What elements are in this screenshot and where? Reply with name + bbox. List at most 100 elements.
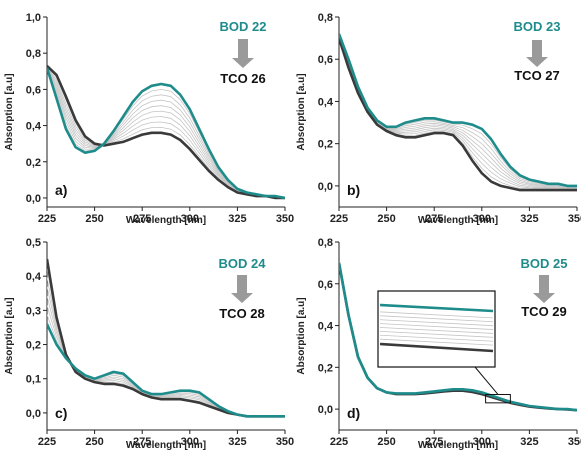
x-tick-label: 350 [276, 213, 294, 225]
y-tick-label: 1,0 [26, 12, 41, 24]
y-tick-label: 0,6 [318, 279, 333, 291]
y-tick-label: 0,2 [318, 362, 333, 374]
x-tick-label: 325 [228, 436, 246, 448]
y-tick-label: 0,3 [26, 305, 41, 317]
end-spectrum-line [339, 37, 577, 192]
y-tick-label: 0,2 [318, 139, 333, 151]
y-tick-label: 0,6 [318, 54, 333, 66]
x-axis-label: Wavelength [nm] [126, 440, 206, 451]
panel-a: 225 250 275 300 325 350 0,0 0,2 0,4 0,6 0,8 1,0 Wave… [4, 12, 294, 226]
x-tick-label: 325 [520, 213, 538, 225]
start-compound-label: BOD 23 [514, 19, 561, 34]
x-tick-label: 275 [425, 436, 443, 448]
start-spectrum-line [47, 67, 285, 200]
panel-b: 225 250 275 300 325 350 0,0 0,2 0,4 0,6 0,8 Wavelen… [296, 12, 581, 226]
y-tick-label: 0,5 [26, 237, 41, 249]
start-compound-label: BOD 24 [219, 256, 267, 271]
plot-area [47, 258, 285, 418]
x-tick-label: 250 [377, 436, 395, 448]
y-axis-label: Absorption [a.u] [4, 73, 15, 150]
y-axis-label: Absorption [a.u] [296, 73, 307, 150]
inset-intermediate-line [379, 319, 494, 327]
end-spectrum-line [47, 64, 285, 200]
panel-label: c) [55, 405, 67, 421]
x-tick-label: 325 [228, 213, 246, 225]
end-compound-label: TCO 29 [521, 304, 567, 319]
inset-intermediate-line [379, 315, 494, 323]
x-tick-label: 250 [377, 213, 395, 225]
x-tick-label: 250 [85, 436, 103, 448]
y-tick-label: 0,1 [26, 374, 41, 386]
y-tick-label: 0,2 [26, 340, 41, 352]
x-tick-label: 300 [473, 436, 491, 448]
end-compound-label: TCO 27 [514, 68, 560, 83]
inset-start-line [379, 303, 494, 313]
inset-end-line [379, 342, 494, 353]
end-compound-label: TCO 28 [219, 306, 265, 321]
y-tick-label: 0,8 [318, 12, 333, 24]
x-axis-label: Wavelength [nm] [126, 215, 206, 226]
conversion-arrow-icon [232, 39, 254, 68]
y-axis-label: Absorption [a.u] [296, 297, 307, 374]
panels: 225 250 275 300 325 350 0,0 0,2 0,4 0,6 0,8 1,0 Wave… [4, 12, 581, 451]
conversion-arrow-icon [533, 275, 555, 303]
x-axis-label: Wavelength [nm] [418, 440, 498, 451]
panel-label: d) [347, 405, 360, 421]
x-tick-label: 300 [181, 436, 199, 448]
start-compound-label: BOD 25 [521, 256, 568, 271]
x-tick-label: 225 [330, 436, 348, 448]
x-tick-label: 350 [568, 213, 581, 225]
intermediate-spectrum-line [47, 314, 285, 417]
panel-d: 225 250 275 300 325 350 0,0 0,2 0,4 0,6 0,8 Wavelen… [296, 237, 581, 451]
x-tick-label: 300 [181, 213, 199, 225]
y-axis-label: Absorption [a.u] [4, 297, 15, 374]
x-axis-label: Wavelength [nm] [418, 215, 498, 226]
start-spectrum-line [339, 262, 577, 412]
panel-c: 225 250 275 300 325 350 0,0 0,1 0,2 0,3 0,4 0,5 Wave… [4, 237, 294, 451]
inset-connector-line [474, 366, 499, 395]
x-tick-label: 225 [38, 436, 56, 448]
start-spectrum-line [47, 323, 285, 418]
x-tick-label: 325 [520, 436, 538, 448]
start-spectrum-line [339, 33, 577, 188]
inset-intermediate-line [379, 311, 494, 319]
intermediate-spectrum-line [339, 35, 577, 189]
x-tick-label: 225 [330, 213, 348, 225]
y-tick-label: 0,4 [26, 121, 42, 133]
inset-intermediate-line [379, 338, 494, 346]
x-tick-label: 275 [133, 436, 151, 448]
x-tick-label: 225 [38, 213, 56, 225]
conversion-arrow-icon [526, 40, 548, 67]
plot-area [47, 64, 285, 200]
inset-intermediate-line [379, 330, 494, 338]
conversion-arrow-icon [231, 275, 253, 303]
plot-area [339, 33, 577, 192]
y-tick-label: 0,4 [318, 96, 334, 108]
x-tick-label: 250 [85, 213, 103, 225]
x-tick-label: 275 [425, 213, 443, 225]
x-tick-label: 350 [568, 436, 581, 448]
y-tick-label: 0,6 [26, 84, 41, 96]
y-tick-label: 0,4 [26, 271, 42, 283]
y-tick-label: 0,4 [318, 321, 334, 333]
x-tick-label: 300 [473, 213, 491, 225]
x-tick-label: 350 [276, 436, 294, 448]
y-tick-label: 0,8 [318, 237, 333, 249]
inset-intermediate-line [379, 334, 494, 342]
y-tick-label: 0,0 [318, 404, 333, 416]
y-tick-label: 0,2 [26, 157, 41, 169]
inset-intermediate-line [379, 323, 494, 330]
intermediate-spectrum-line [339, 36, 577, 189]
end-compound-label: TCO 26 [220, 71, 266, 86]
panel-label: a) [55, 182, 67, 198]
panel-label: b) [347, 182, 360, 198]
y-tick-label: 0,0 [26, 193, 41, 205]
y-tick-label: 0,0 [318, 181, 333, 193]
start-compound-label: BOD 22 [220, 19, 267, 34]
plot-area [339, 262, 577, 412]
inset-intermediate-line [379, 327, 494, 334]
y-tick-label: 0,0 [26, 408, 41, 420]
y-tick-label: 0,8 [26, 48, 41, 60]
x-tick-label: 275 [133, 213, 151, 225]
